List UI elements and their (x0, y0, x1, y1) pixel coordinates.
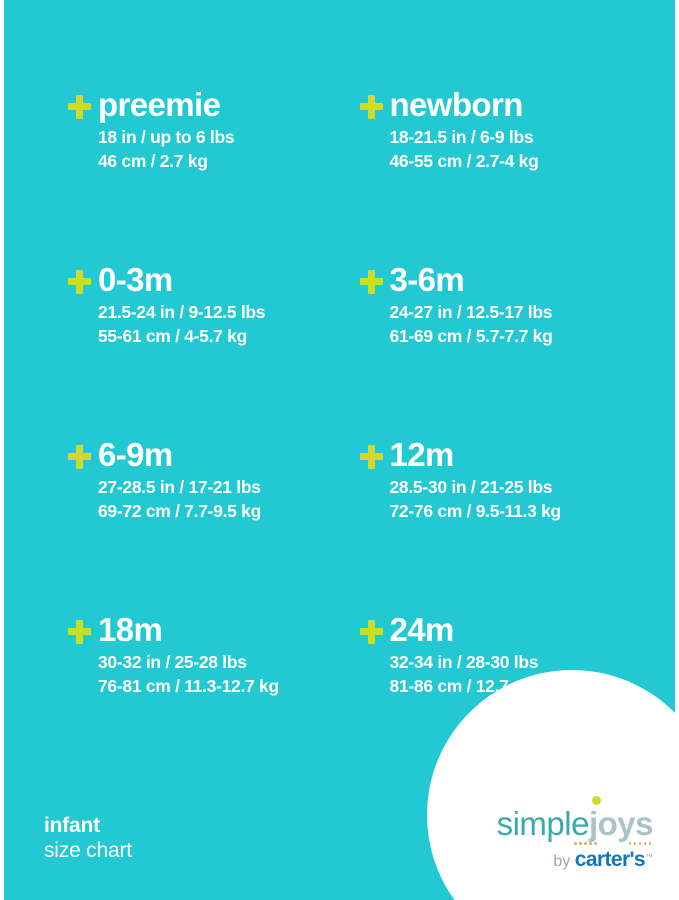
size-entry-metric: 69-72 cm / 7.7-9.5 kg (98, 501, 261, 522)
plus-icon (358, 94, 384, 120)
logo-dot-accent (591, 796, 601, 805)
size-entry-measurements: 24-27 in / 12.5-17 lbs 61-69 cm / 5.7-7.… (358, 300, 676, 350)
size-entry-18m: 18m 30-32 in / 25-28 lbs 76-81 cm / 11.3… (4, 611, 340, 788)
plus-icon (66, 94, 92, 120)
logo-by-text: by (553, 853, 571, 870)
size-entry-metric: 72-76 cm / 9.5-11.3 kg (389, 501, 562, 522)
size-entry-header: 6-9m (66, 436, 340, 473)
size-entry-imperial: 32-34 in / 28-30 lbs (389, 651, 539, 672)
size-entry-imperial: 18-21.5 in / 6-9 lbs (389, 126, 534, 147)
size-entry-imperial: 27-28.5 in / 17-21 lbs (98, 476, 261, 497)
size-entry-label: 0-3m (98, 261, 173, 298)
plus-icon (358, 269, 384, 295)
plus-icon (66, 269, 92, 295)
caption-subtitle: size chart (44, 839, 132, 863)
plus-icon (66, 619, 92, 645)
size-entry-0-3m: 0-3m 21.5-24 in / 9-12.5 lbs 55-61 cm / … (4, 261, 340, 438)
plus-icon (358, 619, 384, 645)
size-entry-header: 3-6m (358, 261, 676, 298)
size-grid: preemie 18 in / up to 6 lbs 46 cm / 2.7 … (4, 86, 676, 788)
logo-wordmark: simple joys (453, 796, 654, 842)
size-entry-header: 18m (66, 611, 340, 648)
size-entry-header: 12m (358, 436, 676, 473)
size-entry-header: 0-3m (66, 261, 340, 298)
size-entry-6-9m: 6-9m 27-28.5 in / 17-21 lbs 69-72 cm / 7… (4, 436, 340, 613)
size-entry-12m: 12m 28.5-30 in / 21-25 lbs 72-76 cm / 9.… (340, 436, 676, 613)
size-entry-label: 18m (98, 611, 163, 648)
size-entry-imperial: 21.5-24 in / 9-12.5 lbs (98, 301, 266, 322)
logo-word-joys-text: joys (588, 805, 654, 842)
plus-icon (358, 444, 384, 470)
trademark-icon: ™ (645, 852, 653, 862)
logo-brand-text: carter's (574, 848, 646, 871)
size-entry-label: newborn (389, 86, 524, 123)
size-entry-header: 24m (358, 611, 676, 648)
caption-title: infant (44, 814, 100, 838)
size-entry-imperial: 18 in / up to 6 lbs (98, 126, 235, 147)
plus-icon (66, 444, 92, 470)
size-entry-metric: 55-61 cm / 4-5.7 kg (98, 326, 247, 347)
size-entry-newborn: newborn 18-21.5 in / 6-9 lbs 46-55 cm / … (340, 86, 676, 263)
size-entry-label: 6-9m (98, 436, 173, 473)
size-entry-metric: 61-69 cm / 5.7-7.7 kg (389, 326, 553, 347)
size-entry-preemie: preemie 18 in / up to 6 lbs 46 cm / 2.7 … (4, 86, 340, 263)
size-entry-label: 3-6m (389, 261, 465, 298)
size-entry-label: 24m (389, 611, 455, 648)
size-entry-label: 12m (389, 436, 455, 473)
logo-word-joys: joys (588, 796, 654, 842)
size-entry-metric: 76-81 cm / 11.3-12.7 kg (98, 676, 279, 697)
size-entry-24m: 24m 32-34 in / 28-30 lbs 81-86 cm / 12.7… (340, 611, 676, 788)
chart-caption: infant size chart (44, 814, 132, 864)
logo-word-simple: simple (496, 805, 590, 842)
size-entry-metric: 46-55 cm / 2.7-4 kg (389, 151, 539, 172)
size-entry-3-6m: 3-6m 24-27 in / 12.5-17 lbs 61-69 cm / 5… (340, 261, 676, 438)
brand-logo: simple joys by carter's™ (453, 796, 654, 870)
size-entry-imperial: 28.5-30 in / 21-25 lbs (389, 476, 553, 497)
size-entry-measurements: 28.5-30 in / 21-25 lbs 72-76 cm / 9.5-11… (358, 475, 676, 525)
size-entry-header: preemie (66, 86, 340, 123)
size-entry-header: newborn (358, 86, 676, 123)
size-entry-imperial: 30-32 in / 25-28 lbs (98, 651, 247, 672)
logo-stitch-dots (453, 842, 653, 846)
size-entry-imperial: 24-27 in / 12.5-17 lbs (389, 301, 553, 322)
size-entry-measurements: 21.5-24 in / 9-12.5 lbs 55-61 cm / 4-5.7… (66, 300, 340, 350)
chart-background: preemie 18 in / up to 6 lbs 46 cm / 2.7 … (4, 0, 675, 900)
size-entry-measurements: 27-28.5 in / 17-21 lbs 69-72 cm / 7.7-9.… (66, 475, 340, 525)
size-entry-metric: 46 cm / 2.7 kg (98, 151, 208, 172)
size-entry-measurements: 30-32 in / 25-28 lbs 76-81 cm / 11.3-12.… (66, 650, 340, 700)
size-entry-measurements: 18 in / up to 6 lbs 46 cm / 2.7 kg (66, 125, 340, 175)
logo-byline: by carter's™ (453, 849, 653, 870)
size-entry-label: preemie (98, 86, 221, 123)
size-entry-measurements: 18-21.5 in / 6-9 lbs 46-55 cm / 2.7-4 kg (358, 125, 676, 175)
